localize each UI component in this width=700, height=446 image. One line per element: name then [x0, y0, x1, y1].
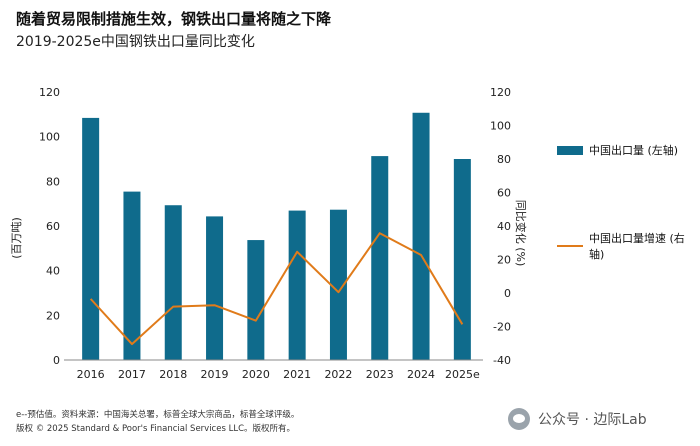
bar-series [82, 112, 471, 361]
growth-line [89, 232, 464, 346]
x-tick-label: 2020 [242, 368, 270, 381]
legend-item-line: 中国出口量增速 (右轴) [557, 230, 700, 262]
x-tick-label: 2017 [118, 368, 146, 381]
x-tick-label: 2024 [407, 368, 435, 381]
bar-2016 [82, 117, 100, 360]
chart-axes: 0 20 40 60 80 100 120 -40 -20 0 20 40 60 80 100 120 2016… [39, 86, 511, 381]
y-right-tick-label: 120 [490, 86, 511, 99]
wechat-icon [508, 408, 530, 430]
y-axis-left-label: (百万吨) [10, 217, 23, 259]
x-tick-label: 2022 [324, 368, 352, 381]
y-left-tick-label: 60 [46, 220, 60, 233]
y-left-tick-label: 0 [53, 354, 60, 367]
source-note: e--预估值。资料来源：中国海关总署，标普全球大宗商品，标普全球评级。 [16, 410, 300, 420]
bar-2022 [329, 209, 347, 360]
y-right-tick-label: 40 [497, 220, 511, 233]
bar-2023 [371, 156, 389, 360]
bar-2018 [164, 205, 182, 360]
x-tick-label: 2023 [366, 368, 394, 381]
y-right-tick-label: 100 [490, 120, 511, 133]
y-right-tick-label: 80 [497, 153, 511, 166]
y-right-tick-label: -20 [493, 321, 511, 334]
legend-bar-label: 中国出口量 (左轴) [589, 144, 679, 157]
y-left-tick-label: 80 [46, 175, 60, 188]
legend-line-swatch [557, 245, 583, 247]
bar-2019 [206, 216, 224, 360]
bar-2025e [453, 159, 471, 360]
copyright-note: 版权 © 2025 Standard & Poor's Financial Se… [16, 424, 295, 434]
x-tick-label: 2016 [77, 368, 105, 381]
watermark-label: 公众号 · 边际Lab [538, 412, 647, 428]
line-series [89, 232, 464, 346]
bar-2021 [288, 210, 306, 360]
y-left-tick-label: 40 [46, 265, 60, 278]
y-right-tick-label: -40 [493, 354, 511, 367]
x-tick-label: 2018 [159, 368, 187, 381]
bar-2017 [123, 191, 141, 360]
y-right-tick-label: 60 [497, 187, 511, 200]
legend-item-bar: 中国出口量 (左轴) [557, 142, 678, 158]
y-left-tick-label: 100 [39, 131, 60, 144]
y-left-tick-label: 20 [46, 309, 60, 322]
y-right-tick-label: 20 [497, 254, 511, 267]
legend-bar-swatch [557, 145, 583, 155]
y-left-tick-label: 120 [39, 86, 60, 99]
x-tick-label: 2021 [283, 368, 311, 381]
bar-2024 [412, 112, 430, 361]
chart-subtitle: 2019-2025e中国钢铁出口量同比变化 [16, 34, 255, 50]
chart-title: 随着贸易限制措施生效，钢铁出口量将随之下降 [16, 10, 332, 28]
y-axis-right-label: 同比变化 (%) [514, 199, 527, 267]
y-right-tick-label: 0 [504, 287, 511, 300]
x-tick-label: 2019 [201, 368, 229, 381]
x-tick-label: 2025e [445, 368, 480, 381]
legend-line-label: 中国出口量增速 (右轴) [588, 232, 685, 261]
bar-2020 [247, 240, 265, 360]
watermark: 公众号 · 边际Lab [508, 408, 647, 430]
